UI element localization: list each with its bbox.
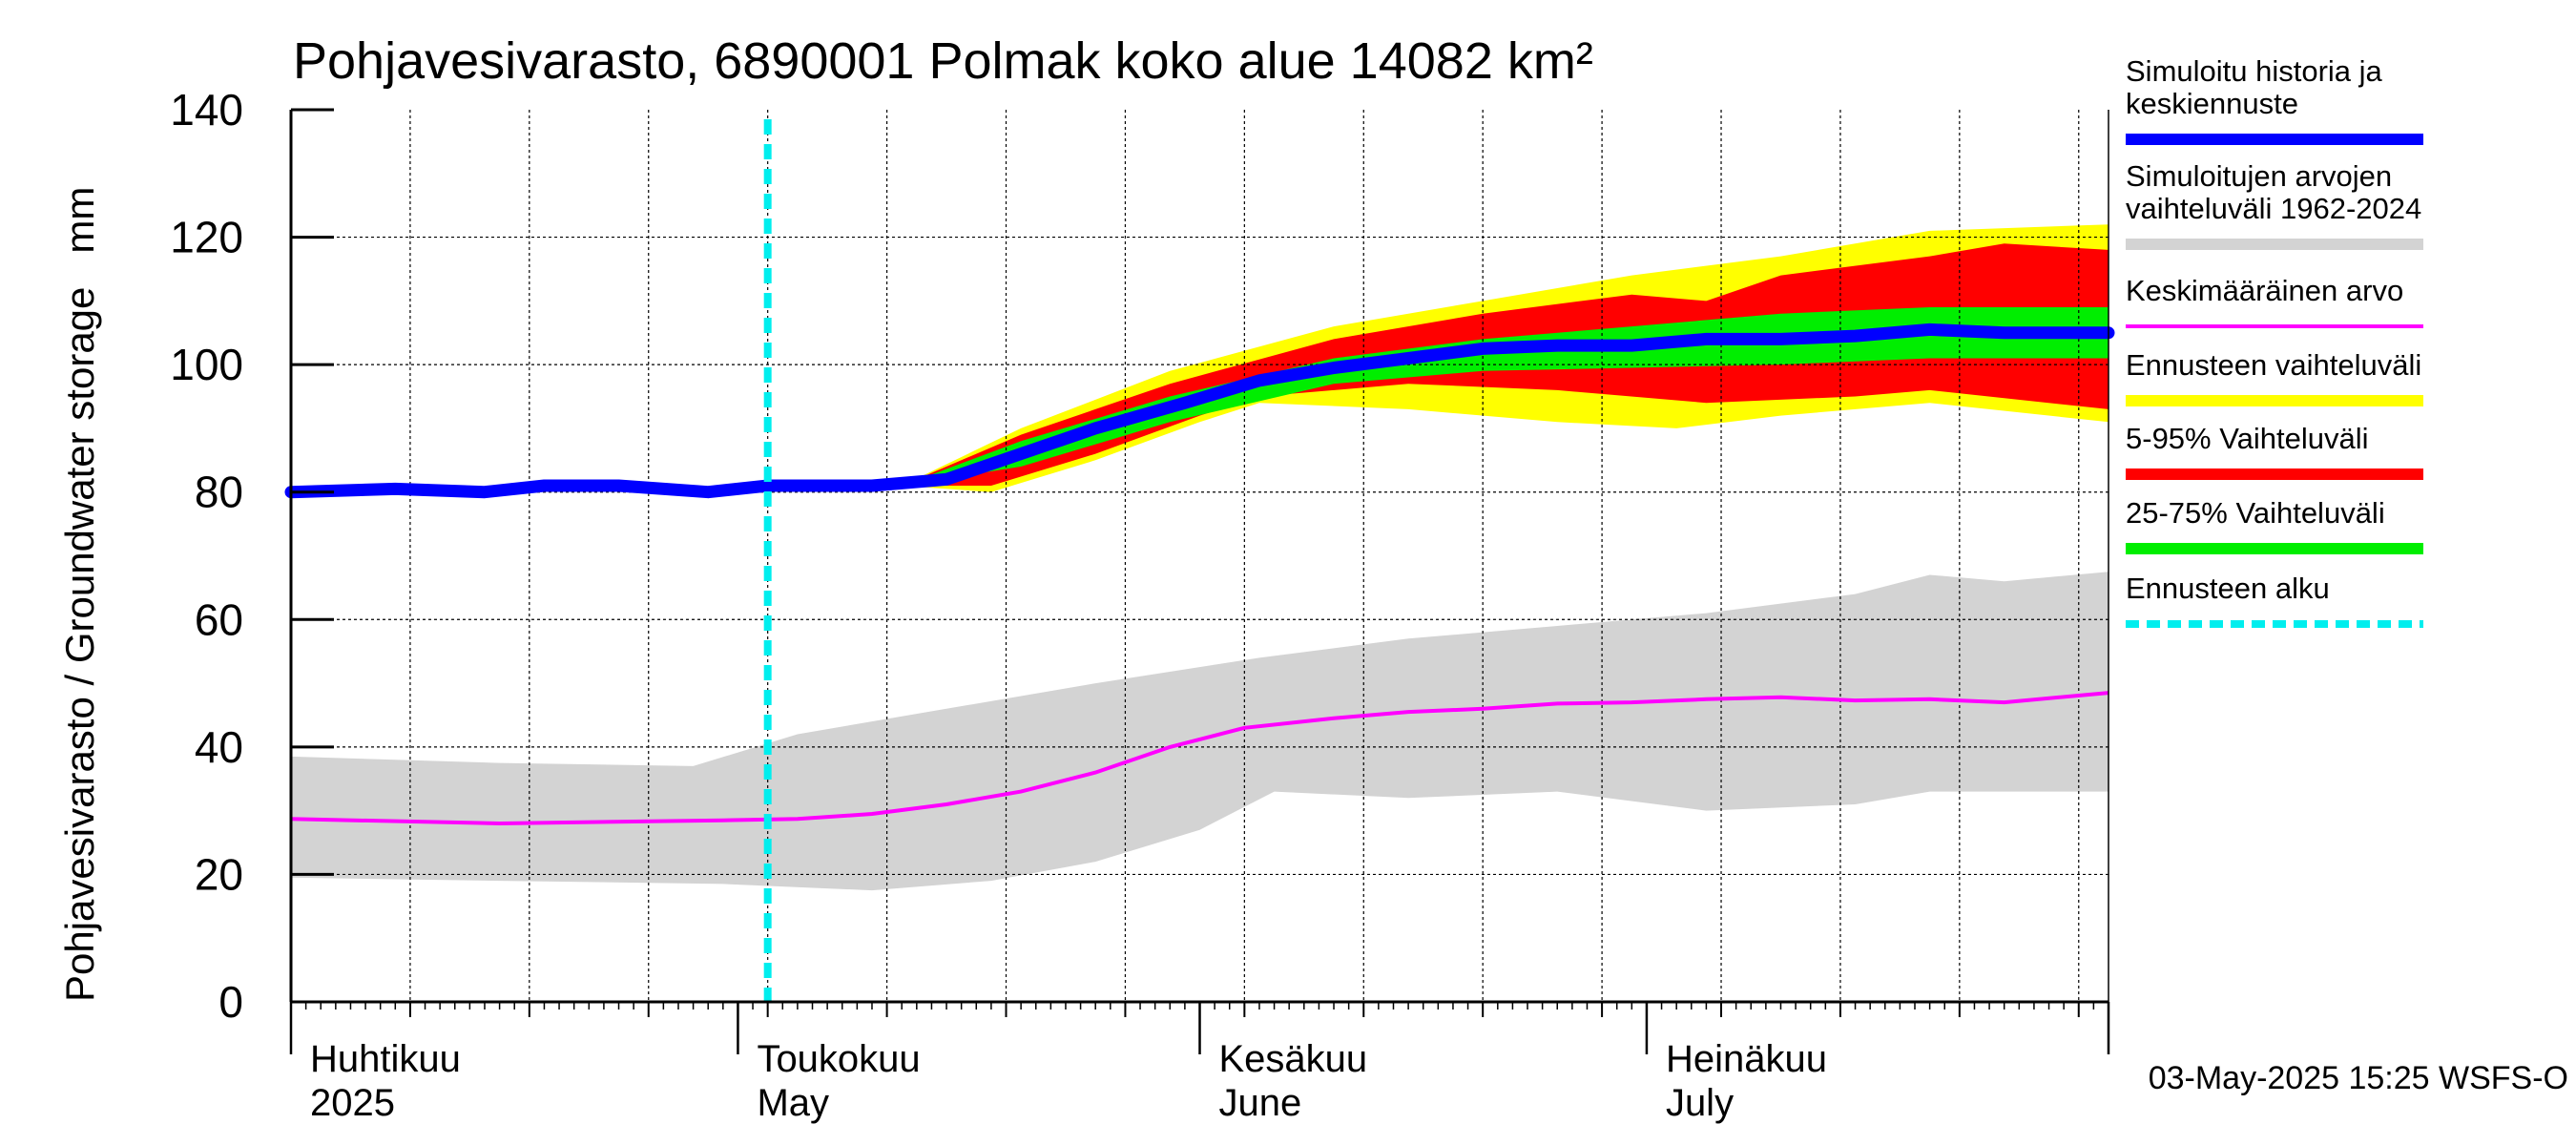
x-month-label: Heinäkuu bbox=[1666, 1038, 1827, 1080]
x-month-sublabel: July bbox=[1666, 1082, 1734, 1124]
y-axis-label: Pohjavesivarasto / Groundwater storage m… bbox=[57, 187, 102, 1002]
y-tick-label: 40 bbox=[195, 722, 243, 772]
chart-title: Pohjavesivarasto, 6890001 Polmak koko al… bbox=[293, 32, 1593, 90]
y-tick-label: 80 bbox=[195, 468, 243, 517]
y-tick-label: 100 bbox=[170, 340, 243, 389]
y-tick-label: 20 bbox=[195, 849, 243, 899]
series-lines bbox=[284, 119, 2115, 1002]
legend-label: vaihteluväli 1962-2024 bbox=[2126, 192, 2421, 225]
x-month-label: Toukokuu bbox=[757, 1038, 920, 1080]
band-hist_range bbox=[291, 572, 2109, 891]
legend-label: Keskimääräinen arvo bbox=[2126, 274, 2403, 307]
legend-label: keskiennuste bbox=[2126, 87, 2298, 120]
x-month-sublabel: 2025 bbox=[310, 1082, 395, 1124]
legend-label: Ennusteen alku bbox=[2126, 572, 2330, 605]
x-month-sublabel: May bbox=[757, 1082, 829, 1124]
series-line-mean bbox=[290, 691, 2109, 826]
y-tick-label: 60 bbox=[195, 594, 243, 644]
x-month-sublabel: June bbox=[1219, 1082, 1302, 1124]
y-tick-label: 140 bbox=[170, 85, 243, 135]
footer-timestamp: 03-May-2025 15:25 WSFS-O bbox=[2149, 1060, 2568, 1096]
x-month-label: Huhtikuu bbox=[310, 1038, 461, 1080]
series-line-history bbox=[284, 323, 2115, 499]
y-tick-label: 0 bbox=[218, 977, 243, 1027]
y-tick-label: 120 bbox=[170, 213, 243, 262]
x-month-label: Kesäkuu bbox=[1219, 1038, 1368, 1080]
band-p25_75 bbox=[902, 307, 2109, 486]
legend-label: Ennusteen vaihteluväli bbox=[2126, 348, 2421, 382]
legend-label: Simuloitu historia ja bbox=[2126, 54, 2383, 88]
legend-label: Simuloitujen arvojen bbox=[2126, 159, 2392, 193]
legend-label: 25-75% Vaihteluväli bbox=[2126, 496, 2385, 530]
legend-label: 5-95% Vaihteluväli bbox=[2126, 422, 2368, 455]
